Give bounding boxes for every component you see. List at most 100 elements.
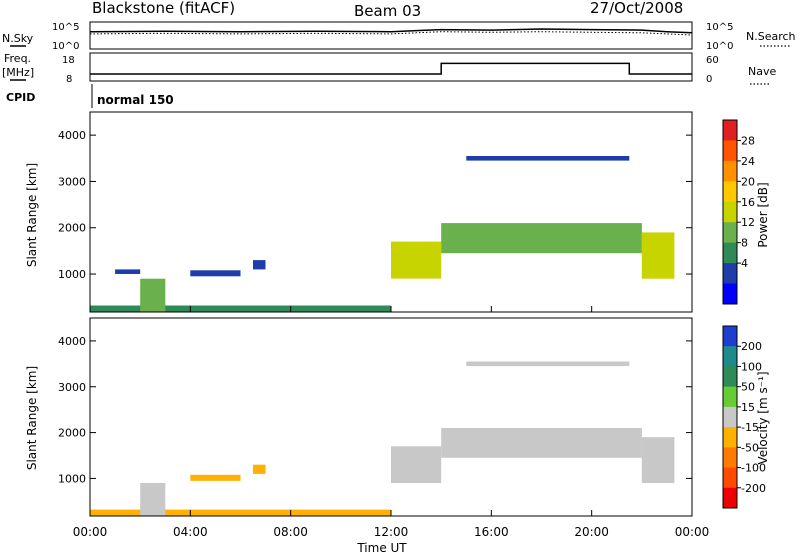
colorbar-tick-label: 16 — [741, 196, 755, 209]
echo-region — [253, 260, 266, 270]
velocity-axes: 1000 2000 3000 4000 — [58, 335, 693, 516]
freq-series-line — [90, 62, 692, 75]
colorbar-tick-label: 12 — [741, 216, 755, 229]
y-tick-label: 1000 — [58, 268, 86, 281]
nsearch-label: N.Search — [746, 30, 796, 43]
colorbar-swatch — [723, 242, 737, 264]
echo-region — [441, 223, 642, 254]
colorbar-swatch — [723, 222, 737, 244]
echo-region — [253, 464, 266, 474]
colorbar-tick-label: 8 — [741, 237, 748, 250]
beam-title: Beam 03 — [354, 2, 421, 20]
date-title: 27/Oct/2008 — [590, 0, 683, 17]
freq-series-group — [90, 62, 692, 75]
colorbar-swatch — [723, 326, 737, 347]
nave-label: Nave — [748, 65, 776, 78]
y-tick-label: 4000 — [58, 335, 86, 348]
echo-region — [466, 361, 630, 367]
colorbar-tick-label: 24 — [741, 155, 755, 168]
colorbar-frame — [722, 119, 738, 305]
colorbar-swatch — [723, 160, 737, 182]
colorbar-swatch — [723, 366, 737, 388]
power-axes: 1000 2000 3000 4000 — [58, 129, 693, 312]
noise-series-group — [89, 28, 693, 36]
time-tick-label: 08:00 — [273, 525, 308, 539]
time-tick-label: 20:00 — [574, 525, 609, 539]
power-ylabel: Slant Range [km] — [25, 163, 39, 267]
nsearch-tick-top: 10^5 — [706, 22, 733, 33]
y-tick-label: 1000 — [58, 472, 86, 485]
colorbar-swatch — [723, 201, 737, 223]
colorbar-tick-label: 100 — [741, 360, 762, 373]
station-title: Blackstone (fitACF) — [92, 0, 235, 17]
velocity-panel-frame — [89, 317, 693, 517]
echo-region — [115, 269, 141, 274]
colorbar-swatch — [723, 487, 737, 509]
echo-region — [90, 509, 391, 516]
colorbar-swatch — [723, 447, 737, 469]
colorbar-swatch — [723, 181, 737, 203]
colorbar-swatch — [723, 346, 737, 367]
velocity-ylabel: Slant Range [km] — [25, 366, 39, 470]
colorbar-swatch — [723, 283, 737, 305]
echo-region — [140, 278, 166, 312]
freq-label: Freq. — [4, 52, 31, 65]
power-data-group — [90, 156, 675, 312]
colorbar-tick-label: 20 — [741, 175, 755, 188]
colorbar-tick-label: 50 — [741, 381, 755, 394]
echo-region — [641, 437, 675, 483]
time-tick-label: 12:00 — [374, 525, 409, 539]
y-tick-label: 3000 — [58, 381, 86, 394]
echo-region — [190, 474, 241, 481]
colorbar-tick-label: 200 — [741, 340, 762, 353]
nsky-tick-bottom: 10^0 — [52, 41, 79, 52]
power-colorbar-label: Power [dB] — [756, 182, 770, 247]
velocity-colorbar: 200 100 50 15 -15 -50 -100 -200 — [722, 325, 766, 509]
nsky-label: N.Sky — [2, 32, 34, 45]
echo-region — [641, 232, 675, 279]
colorbar-swatch — [723, 386, 737, 408]
cpid-label: CPID — [6, 91, 35, 104]
echo-region — [441, 428, 642, 458]
noise-panel-frame — [89, 21, 693, 50]
colorbar-tick-label: -200 — [741, 482, 766, 495]
nsky-tick-top: 10^5 — [52, 22, 79, 33]
colorbar-tick-label: 15 — [741, 401, 755, 414]
freq-unit-label: [MHz] — [2, 66, 34, 79]
freq-panel-frame — [89, 52, 693, 82]
colorbar-tick-label: -50 — [741, 441, 759, 454]
y-tick-label: 4000 — [58, 129, 86, 142]
nave-tick-top: 60 — [706, 55, 719, 66]
colorbar-tick-label: 28 — [741, 134, 755, 147]
time-tick-label: 00:00 — [73, 525, 108, 539]
colorbar-swatch — [723, 427, 737, 448]
echo-region — [391, 446, 442, 483]
noise-series-line — [89, 28, 693, 34]
nsearch-tick-bottom: 10^0 — [706, 41, 733, 52]
colorbar-swatch — [723, 406, 737, 428]
echo-region — [90, 305, 391, 312]
colorbar-tick-label: -15 — [741, 421, 759, 434]
echo-region — [140, 483, 166, 516]
colorbar-swatch — [723, 467, 737, 489]
y-tick-label: 3000 — [58, 175, 86, 188]
time-axis-ticks: 00:00 04:00 08:00 12:00 16:00 20:00 00:00 — [73, 525, 710, 539]
time-tick-label: 04:00 — [173, 525, 208, 539]
colorbar-tick-label: 4 — [741, 257, 748, 270]
echo-region — [391, 241, 442, 279]
power-colorbar: 28 24 20 16 12 8 4 — [722, 119, 755, 305]
colorbar-tick-label: -100 — [741, 462, 766, 475]
colorbar-frame — [722, 325, 738, 509]
freq-tick-top: 18 — [62, 55, 75, 66]
noise-series-line — [89, 31, 693, 36]
power-panel-frame — [89, 111, 693, 313]
y-tick-label: 2000 — [58, 222, 86, 235]
colorbar-swatch — [723, 263, 737, 285]
time-tick-label: 00:00 — [675, 525, 710, 539]
y-tick-label: 2000 — [58, 427, 86, 440]
cpid-value: normal 150 — [97, 93, 174, 107]
nave-tick-bottom: 0 — [706, 74, 712, 85]
velocity-colorbar-label: Velocity [m s⁻¹] — [756, 371, 770, 464]
time-tick-label: 16:00 — [474, 525, 509, 539]
